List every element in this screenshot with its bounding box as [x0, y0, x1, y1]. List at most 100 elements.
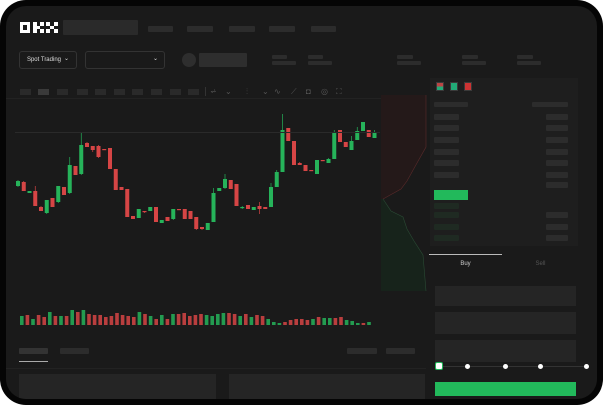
price-reference-line — [15, 132, 380, 133]
volume-bar — [300, 319, 304, 325]
tab-buy[interactable]: Buy — [429, 254, 502, 274]
timeframe-button[interactable] — [114, 89, 125, 95]
tab-order-history[interactable] — [60, 348, 89, 354]
candle-body — [96, 146, 101, 157]
chevron-down-icon[interactable]: ⌄ — [225, 87, 232, 96]
nav-item[interactable] — [148, 26, 173, 32]
volume-bar — [132, 317, 136, 325]
nav-item[interactable] — [187, 26, 213, 32]
slider-mark[interactable] — [584, 364, 589, 369]
chevron-down-icon: ⌄ — [64, 55, 70, 62]
candle-body — [171, 209, 176, 219]
order-book-view-both-icon[interactable] — [436, 82, 444, 91]
order-book-price[interactable] — [434, 224, 459, 230]
volume-bar — [232, 314, 237, 325]
order-book-price[interactable] — [434, 137, 459, 143]
order-book-price[interactable] — [434, 212, 459, 218]
volume-bar — [87, 314, 91, 325]
volume-bar — [311, 319, 315, 325]
search-bar[interactable] — [63, 20, 138, 35]
volume-bar — [216, 314, 220, 325]
divider — [6, 368, 426, 369]
timeframe-button[interactable] — [170, 89, 181, 95]
nav-item[interactable] — [229, 26, 255, 32]
volume-bar — [64, 316, 69, 325]
candle-body — [303, 165, 308, 171]
nav-item[interactable] — [269, 26, 295, 32]
slider-mark[interactable] — [503, 364, 508, 369]
volume-bar — [227, 313, 231, 325]
order-book-amount — [546, 149, 568, 155]
candle-body — [148, 207, 153, 211]
candlestick-chart[interactable] — [6, 6, 386, 336]
candle-body — [200, 227, 204, 229]
timeframe-button[interactable] — [57, 89, 68, 95]
timeframe-button[interactable] — [77, 89, 88, 95]
candle-body — [372, 132, 377, 138]
order-book-view-bids-icon[interactable] — [450, 82, 458, 91]
volume-bar — [221, 313, 226, 325]
candle-body — [292, 141, 296, 165]
market-type-select[interactable]: Spot Trading ⌄ — [19, 51, 77, 69]
order-book-price[interactable] — [434, 160, 459, 166]
order-book-price[interactable] — [434, 114, 459, 120]
amount-input[interactable] — [435, 312, 576, 334]
order-book-price[interactable] — [434, 125, 459, 131]
timeframe-button[interactable] — [188, 89, 199, 95]
price-input[interactable] — [435, 286, 576, 306]
order-book-view-asks-icon[interactable] — [464, 82, 472, 91]
candle-body — [73, 166, 78, 175]
chevron-down-icon: ⌄ — [152, 55, 158, 62]
indicator-icon[interactable]: ⫶ — [246, 87, 248, 96]
timeframe-button[interactable] — [38, 89, 49, 95]
order-book-amount — [546, 114, 568, 120]
volume-bar — [361, 323, 366, 325]
volume-bar — [70, 310, 74, 325]
slider-mark[interactable] — [538, 364, 543, 369]
candle-body — [251, 207, 256, 210]
okx-logo[interactable] — [20, 22, 58, 34]
order-book-price[interactable] — [434, 203, 459, 209]
fullscreen-icon[interactable]: ⛶ — [336, 87, 342, 96]
submit-buy-button[interactable] — [435, 382, 576, 396]
tab-sell[interactable]: Sell — [535, 261, 546, 267]
candle-body — [79, 145, 84, 174]
tab-open-orders[interactable] — [19, 348, 48, 354]
volume-bar — [339, 317, 343, 325]
timeframe-button[interactable] — [132, 89, 143, 95]
volume-bar — [171, 314, 175, 325]
timeframe-button[interactable] — [95, 89, 106, 95]
candle-body — [131, 216, 135, 219]
camera-icon[interactable]: ◘ — [306, 87, 311, 96]
candle-body — [44, 200, 49, 213]
ruler-icon[interactable]: ⟋ — [291, 87, 297, 96]
total-input[interactable] — [435, 340, 576, 362]
timeframe-button[interactable] — [151, 89, 162, 95]
volume-bar — [143, 314, 147, 325]
volume-bar — [48, 312, 52, 325]
order-book-price[interactable] — [434, 235, 459, 241]
filter-button[interactable] — [386, 348, 415, 354]
slider-mark[interactable] — [465, 364, 470, 369]
volume-bar — [115, 313, 119, 325]
chart-type-icon[interactable]: ⩫ — [210, 87, 217, 96]
nav-item[interactable] — [311, 26, 336, 32]
order-card — [229, 374, 425, 399]
pair-select[interactable]: ⌄ — [85, 51, 165, 69]
order-book-price[interactable] — [434, 172, 459, 178]
candle-body — [33, 191, 38, 206]
volume-bar — [81, 310, 86, 325]
filter-button[interactable] — [347, 348, 377, 354]
volume-bar — [42, 317, 46, 325]
order-book-amount — [546, 137, 568, 143]
chevron-down-icon[interactable]: ⌄ — [262, 87, 269, 96]
volume-bar — [356, 323, 360, 325]
candle-body — [136, 209, 141, 218]
market-type-label: Spot Trading — [26, 57, 61, 63]
order-book-price[interactable] — [434, 149, 459, 155]
settings-icon[interactable]: ◎ — [321, 87, 328, 96]
slider-handle[interactable] — [435, 362, 443, 370]
timeframe-button[interactable] — [20, 89, 31, 95]
line-tool-icon[interactable]: ∿ — [274, 87, 281, 96]
